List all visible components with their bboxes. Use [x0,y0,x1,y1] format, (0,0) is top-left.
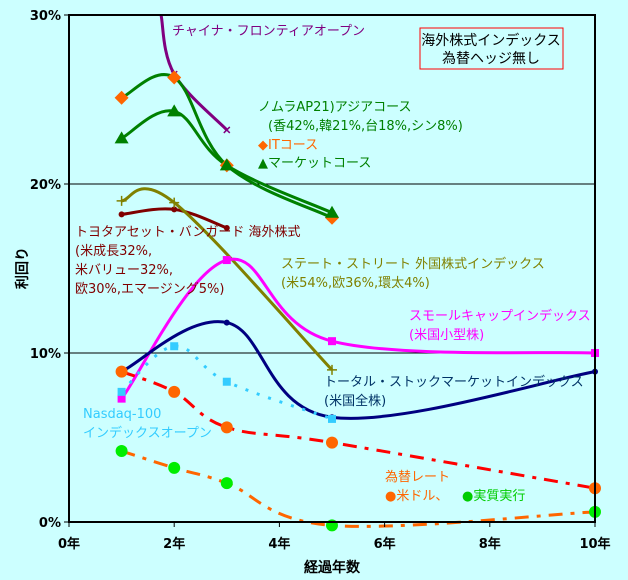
annotation-text: チャイナ・フロンティアオープン [172,24,365,39]
y-tick-label: 30% [30,9,61,24]
y-tick-label: 10% [30,347,61,362]
x-tick-label: 0年 [58,536,80,552]
annotation-china: チャイナ・フロンティアオープン [172,24,365,39]
data-point [220,421,233,434]
data-point [328,414,336,423]
series-line-9 [121,449,596,528]
data-point [171,206,178,213]
markers-layer [114,70,601,532]
title-box: 海外株式インデックス 為替ヘッジ無し [419,27,564,70]
data-point [114,131,129,144]
x-tick-label: 2年 [163,536,185,552]
annotation-total-stock: トータル・ストックマーケットインデックス (米国全株) [324,374,584,409]
series-line-8 [121,370,596,490]
annotation-text: 米バリュー32%, [75,263,173,278]
annotation-text: ●実質実行 [462,488,525,504]
annotation-text: トータル・ストックマーケットインデックス [324,374,584,390]
annotation-text: 為替レート [385,469,450,485]
annotation-text: ●米ドル、 [385,489,448,504]
data-point [220,477,233,490]
data-point [223,126,231,134]
data-point [117,387,126,396]
annotation-text: (米54%,欧36%,環太4%) [281,276,430,291]
x-axis-title: 経過年数 [304,559,361,576]
axes: 0% 10% 20% 30% 0年 2年 4年 6年 8年 10年 [30,9,611,552]
series-line-7 [120,344,333,421]
annotation-text: トヨタアセット・バンガード 海外株式 [75,225,301,240]
x-tick-label: 4年 [268,536,290,552]
annotation-text: ノムラAP21)アジアコース [258,100,412,115]
annotation-text: (香42%,韓21%,台18%,シン8%) [268,119,463,134]
data-point [222,256,231,265]
data-point [115,365,128,378]
data-point [223,224,230,231]
annotation-text: (米成長32%, [75,244,152,259]
annotation-text: ◆ITコース [258,138,318,153]
y-tick-label: 20% [30,178,61,193]
annotation-text: インデックスオープン [83,425,212,441]
data-point [326,436,338,449]
annotation-it-course: ◆ITコース [258,138,318,153]
annotation-text: ステート・ストリート 外国株式インデックス [281,256,545,272]
annotation-small-cap: スモールキャップインデックス (米国小型株) [409,308,591,343]
y-axis-title: 利回り [14,247,31,289]
data-point [118,211,125,218]
annotation-toyota: トヨタアセット・バンガード 海外株式 (米成長32%, 米バリュー32%, 欧3… [75,225,301,297]
data-point [117,394,126,403]
data-point [115,445,128,458]
data-point [170,342,179,351]
data-point [325,205,339,218]
plot-frame [68,14,596,523]
y-tick-label: 0% [39,516,61,531]
data-point [169,197,180,208]
annotation-state-street: ステート・ストリート 外国株式インデックス (米54%,欧36%,環太4%) [281,256,545,291]
annotation-fx: 為替レート ●米ドル、 ●実質実行 [385,469,525,504]
series-line-1 [120,73,333,220]
series-line-5 [120,257,596,400]
annotation-text: (米国小型株) [409,328,484,343]
series-line-4 [121,187,334,371]
data-point [114,90,129,105]
data-point [168,461,181,474]
data-point [116,195,127,206]
series-line-6 [120,320,596,420]
x-tick-label: 6年 [374,536,396,552]
annotation-text: Nasdaq-100 [83,407,161,422]
data-point [222,377,231,386]
title-line-2: 為替ヘッジ無し [442,51,540,67]
annotation-text: ▲マーケットコース [258,156,371,171]
x-tick-label: 10年 [579,536,610,552]
data-point [223,319,230,326]
data-point [168,385,181,398]
title-line-1: 海外株式インデックス [421,32,561,49]
annotation-text: スモールキャップインデックス [409,308,591,324]
x-tick-label: 8年 [479,536,501,552]
data-point [167,104,182,117]
annotation-nomura: ノムラAP21)アジアコース (香42%,韓21%,台18%,シン8%) [258,100,463,134]
annotation-text: 欧30%,エマージング5%) [75,282,224,297]
annotation-nasdaq: Nasdaq-100 インデックスオープン [83,407,212,441]
data-point [328,337,336,346]
annotation-text: (米国全株) [324,393,386,409]
annotation-market-course: ▲マーケットコース [258,156,371,171]
series-line-2 [120,109,333,215]
data-point [327,364,337,375]
data-point [219,158,234,171]
data-point [167,70,182,85]
